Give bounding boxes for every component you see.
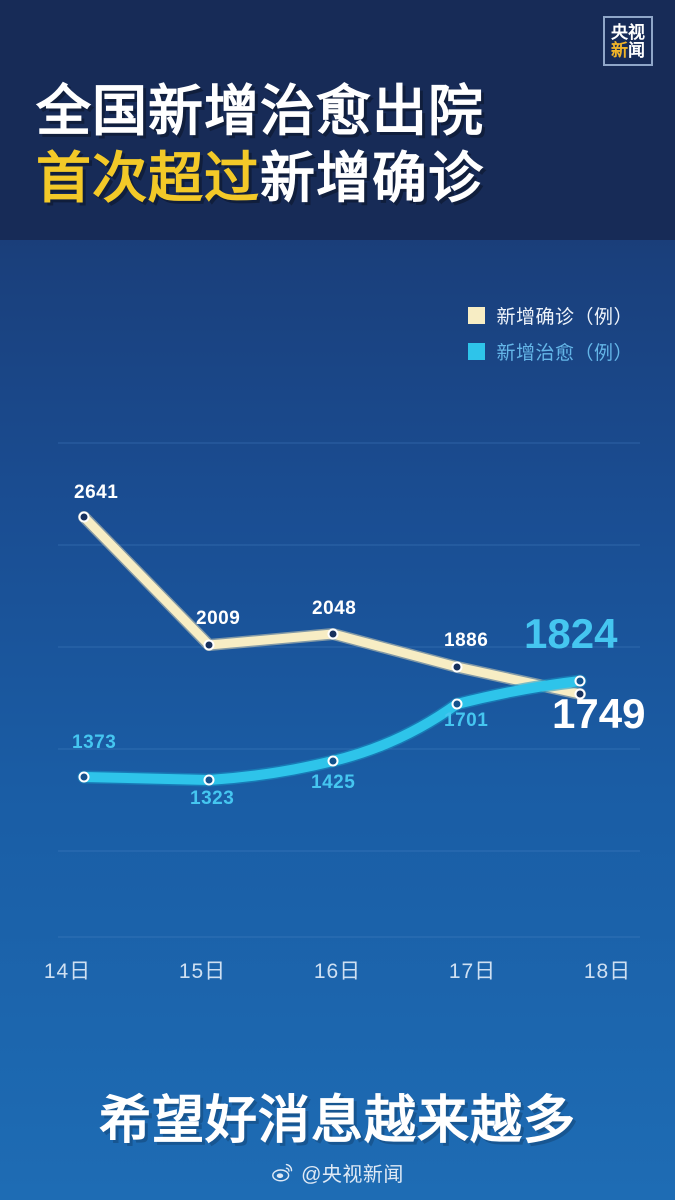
weibo-handle-name: @央视新闻: [301, 1164, 404, 1186]
legend-item-cured: 新增治愈（例）: [468, 338, 633, 365]
logo-line-2-rest: 闻: [628, 40, 645, 60]
data-label-confirmed-15: 2009: [196, 608, 241, 629]
legend-label-confirmed: 新增确诊（例）: [496, 307, 633, 328]
headline-line-1: 全国新增治愈出院: [36, 78, 636, 145]
series-markers-cured: [78, 675, 586, 786]
legend-swatch-cured: [468, 343, 486, 360]
logo-line-2: 新闻: [611, 42, 645, 59]
series-markers-confirmed: [78, 511, 586, 700]
data-label-confirmed-17: 1886: [444, 630, 489, 651]
data-label-cured-16: 1425: [311, 772, 356, 793]
chart-x-axis: 14日 15日 16日 17日 18日: [0, 955, 675, 985]
x-tick-18: 18日: [583, 960, 632, 983]
logo-line-2-accent: 新: [611, 40, 628, 60]
headline-line-2: 首次超过新增确诊: [36, 145, 636, 212]
series-line-cured: [77, 674, 587, 787]
weibo-icon: [272, 1163, 293, 1182]
headline-line-1-text: 全国新增治愈出院: [36, 79, 485, 143]
chart-legend: 新增确诊（例） 新增治愈（例）: [468, 302, 633, 374]
x-tick-17: 17日: [448, 960, 497, 983]
x-tick-16: 16日: [313, 960, 362, 983]
x-tick-14: 14日: [43, 960, 92, 983]
legend-swatch-confirmed: [468, 307, 486, 324]
data-label-confirmed-14: 2641: [74, 482, 119, 503]
data-label-cured-15: 1323: [190, 788, 235, 809]
logo-line-1: 央视: [611, 22, 645, 42]
line-chart: 2641 2009 2048 1886 1749 1373 1323 1425 …: [0, 400, 675, 1000]
data-label-cured-14: 1373: [72, 732, 117, 753]
cctv-news-logo: 央视 新闻: [603, 16, 653, 66]
x-tick-15: 15日: [178, 960, 227, 983]
legend-label-cured: 新增治愈（例）: [496, 343, 633, 364]
data-label-cured-17: 1701: [444, 710, 489, 731]
chart-canvas: [58, 442, 640, 938]
headline-line-2-rest: 新增确诊: [260, 146, 485, 211]
weibo-handle: @央视新闻: [0, 1158, 675, 1187]
headline-line-2-accent: 首次超过: [36, 146, 261, 211]
header-band: 央视 新闻 全国新增治愈出院 首次超过新增确诊: [0, 0, 675, 240]
data-label-cured-18: 1824: [524, 610, 618, 657]
data-label-confirmed-18: 1749: [552, 690, 646, 737]
chart-gridlines: [58, 442, 640, 938]
legend-item-confirmed: 新增确诊（例）: [468, 302, 633, 329]
page-title: 全国新增治愈出院 首次超过新增确诊: [36, 78, 636, 212]
data-label-confirmed-16: 2048: [312, 598, 357, 619]
footer-slogan: 希望好消息越来越多: [98, 1091, 576, 1151]
